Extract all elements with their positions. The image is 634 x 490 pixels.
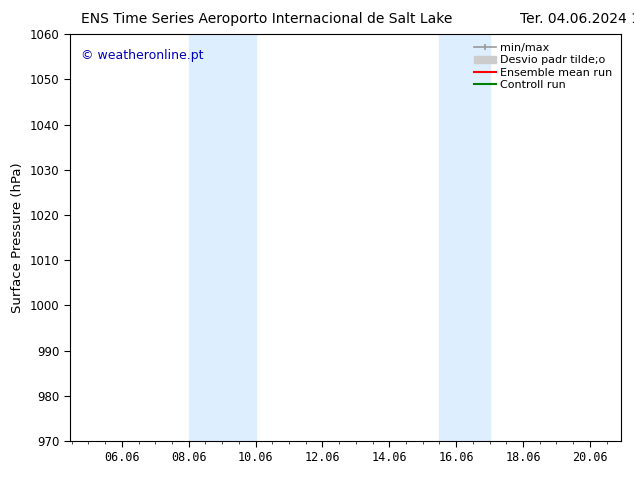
Y-axis label: Surface Pressure (hPa): Surface Pressure (hPa) [11, 162, 24, 313]
Text: Ter. 04.06.2024 14 UTC: Ter. 04.06.2024 14 UTC [520, 12, 634, 26]
Text: ENS Time Series Aeroporto Internacional de Salt Lake: ENS Time Series Aeroporto Internacional … [81, 12, 452, 26]
Text: © weatheronline.pt: © weatheronline.pt [81, 49, 204, 62]
Legend: min/max, Desvio padr tilde;o, Ensemble mean run, Controll run: min/max, Desvio padr tilde;o, Ensemble m… [470, 40, 616, 93]
Bar [439, 34, 489, 441]
Bar [189, 34, 256, 441]
